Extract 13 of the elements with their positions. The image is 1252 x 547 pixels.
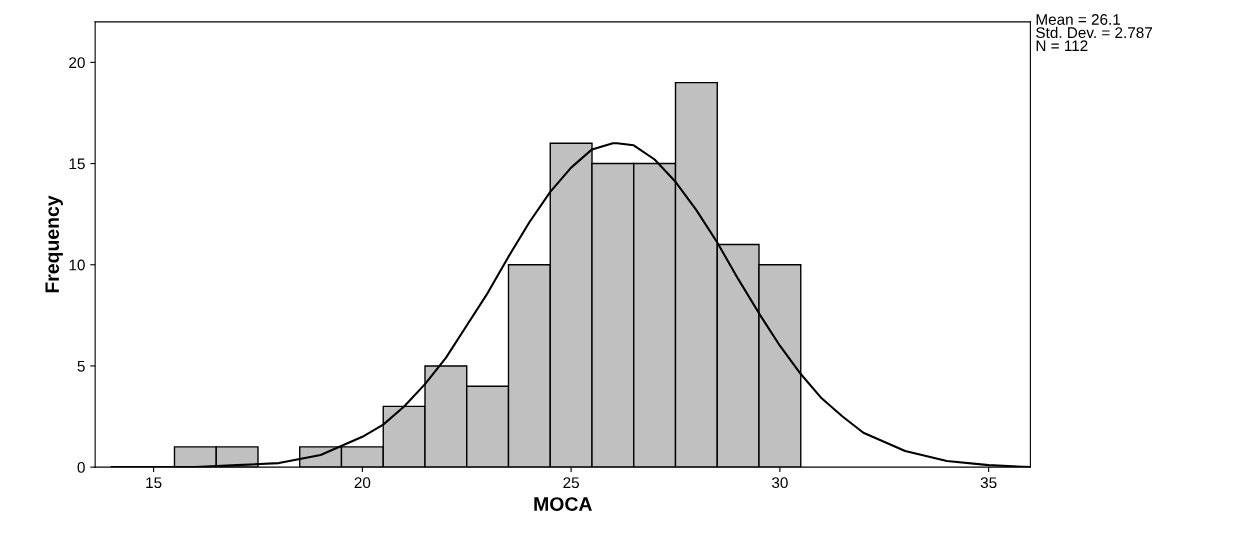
x-tick-label: 35	[980, 477, 997, 489]
y-axis-title: Frequency	[45, 195, 63, 293]
y-tick-label: 0	[77, 462, 85, 473]
y-tick-label: 5	[77, 360, 85, 372]
text: Mean = 26.1 Std. Dev. = 2.787 N = 112	[1036, 14, 1152, 52]
x-tick-label: 30	[771, 477, 788, 489]
x-axis-title: MOCA	[534, 497, 592, 511]
y-tick-label: 10	[69, 259, 85, 271]
x-tick-label: 20	[354, 477, 371, 489]
x-tick-label: 15	[146, 477, 162, 489]
x-tick-label: 25	[563, 477, 579, 489]
y-tick-label: 15	[69, 158, 85, 170]
y-tick-label: 20	[69, 57, 85, 69]
